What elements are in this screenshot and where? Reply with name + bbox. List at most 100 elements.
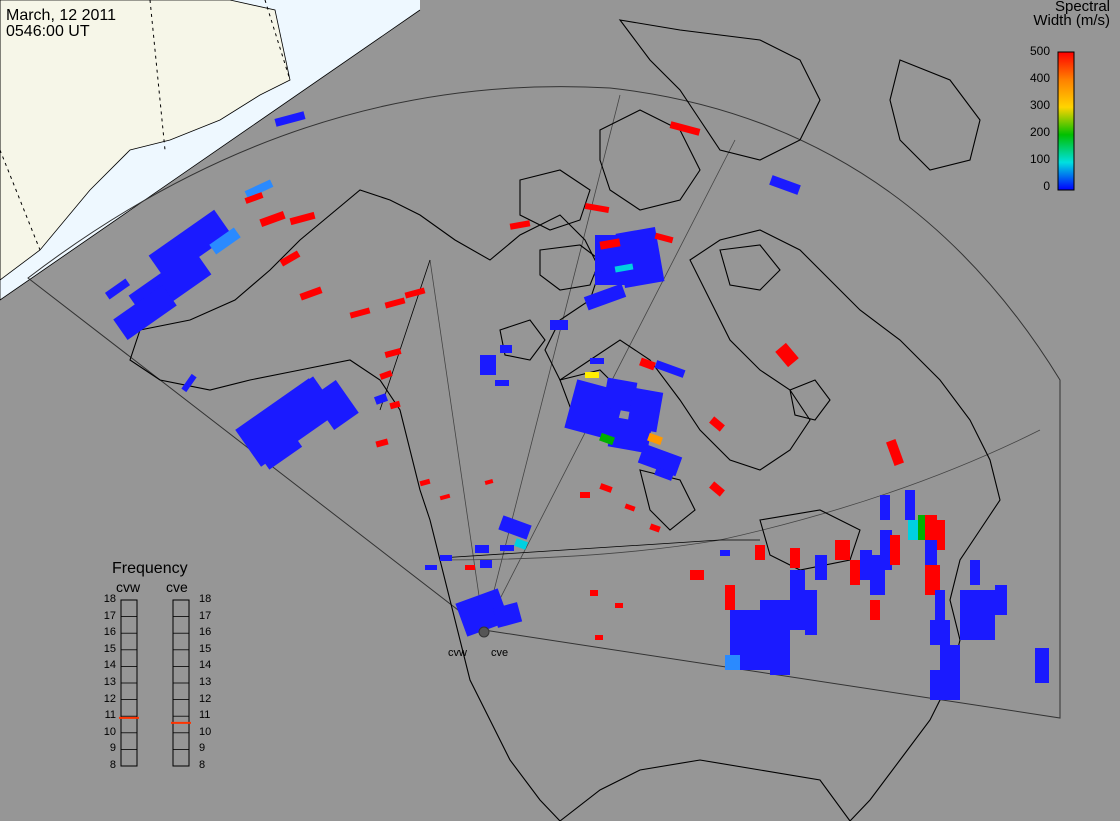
frequency-tick-label: 17: [199, 609, 212, 622]
borders: [379, 259, 760, 559]
radar-cell: [550, 320, 568, 330]
radar-cell: [775, 342, 799, 368]
radar-cell: [439, 493, 451, 501]
radar-cell: [925, 515, 937, 545]
radar-cell: [595, 635, 603, 640]
radar-cell: [311, 380, 359, 430]
radar-cell: [590, 590, 598, 596]
radar-cell: [500, 545, 514, 551]
radar-cell: [805, 590, 817, 635]
radar-cell: [930, 620, 950, 645]
frequency-tick-label: 15: [199, 642, 212, 655]
radar-cell: [513, 538, 529, 550]
radar-cell: [970, 560, 980, 585]
coastlines: [129, 19, 1001, 821]
frequency-tick-label: 11: [104, 709, 116, 722]
radar-cell: [654, 467, 674, 481]
radar-cell: [639, 357, 656, 371]
radar-cell: [637, 443, 683, 477]
radar-cell: [279, 250, 301, 267]
radar-cell: [492, 602, 523, 628]
radar-cell: [908, 520, 920, 540]
frequency-tick-label: 15: [103, 642, 116, 655]
radar-cell: [790, 548, 800, 568]
radar-cell: [440, 555, 452, 561]
colorbar-tick: 100: [1029, 152, 1050, 166]
time-label: 0546:00 UT: [6, 23, 90, 40]
radar-cell: [725, 655, 740, 670]
radar-cell: [244, 179, 274, 199]
radar-cell: [709, 416, 725, 432]
radar-cell: [615, 226, 665, 289]
frequency-tick-label: 8: [109, 759, 116, 771]
radar-cell: [599, 238, 621, 250]
radar-cell: [349, 307, 371, 319]
frequency-column-cve: cve: [166, 579, 188, 595]
radar-cell: [585, 372, 599, 378]
radar-cell: [104, 278, 131, 300]
radar-cell: [257, 430, 303, 470]
colorbar-title-line2: Width (m/s): [1033, 12, 1110, 29]
frequency-tick-label: 18: [199, 593, 212, 605]
frequency-tick-label: 9: [199, 742, 206, 755]
radar-cell: [384, 297, 406, 309]
colorbar-tick: 0: [1043, 179, 1050, 193]
radar-cell: [375, 438, 389, 448]
radar-cell: [419, 478, 431, 487]
site-label-cve: cve: [491, 647, 509, 659]
frequency-tick-label: 14: [103, 659, 116, 672]
frequency-column-cvw: cvw: [116, 579, 141, 595]
radar-cell: [647, 432, 663, 446]
radar-site-marker[interactable]: [478, 626, 490, 638]
radar-cell: [259, 210, 286, 228]
radar-cell: [480, 560, 492, 568]
colorbar-title: Spectral Width (m/s): [1010, 0, 1110, 28]
frequency-tick-label: 17: [103, 609, 116, 622]
radar-cell: [599, 432, 615, 446]
radar-cell: [790, 570, 805, 630]
radar-cell: [880, 495, 890, 520]
frequency-tick-label: 12: [199, 692, 212, 705]
radar-cell: [890, 535, 900, 565]
spectral-width-cells: [104, 111, 1049, 700]
radar-cell: [614, 263, 634, 273]
frequency-tick-label: 11: [199, 709, 211, 722]
radar-cell: [425, 565, 437, 570]
terminator-line: [0, 0, 421, 301]
radar-cell: [690, 570, 704, 580]
radar-cell: [654, 232, 674, 244]
frequency-tick-label: 16: [103, 626, 116, 639]
radar-cell: [624, 503, 636, 512]
radar-cell: [475, 545, 489, 553]
colorbar-tick: 300: [1029, 98, 1050, 112]
frequency-tick-label: 10: [199, 725, 212, 738]
site-label-cvw: cvw: [448, 647, 467, 659]
radar-cell: [389, 400, 401, 410]
radar-cell: [289, 211, 316, 226]
radar-cell: [870, 600, 880, 620]
radar-cell: [299, 286, 323, 301]
radar-cell: [880, 530, 892, 570]
radar-cell: [925, 540, 937, 565]
radar-cell: [918, 515, 928, 540]
radar-cell: [725, 585, 735, 610]
radar-cell: [995, 585, 1007, 615]
radar-cell: [960, 590, 970, 640]
radar-cell: [835, 540, 850, 560]
radar-cell: [615, 603, 623, 608]
colorbar-scale: [1057, 51, 1075, 191]
frequency-gauges: [119, 599, 191, 767]
radar-cell: [602, 377, 638, 413]
radar-cell: [850, 560, 860, 585]
radar-cell: [113, 285, 177, 340]
radar-cell: [495, 380, 509, 386]
radar-cell: [769, 175, 801, 195]
radar-cell: [649, 523, 661, 533]
radar-cell: [607, 416, 653, 454]
radar-cell: [404, 287, 426, 299]
colorbar-tick: 400: [1029, 71, 1050, 85]
radar-cell: [815, 555, 827, 580]
frequency-tick-label: 18: [103, 593, 116, 605]
radar-cell: [1035, 648, 1049, 683]
